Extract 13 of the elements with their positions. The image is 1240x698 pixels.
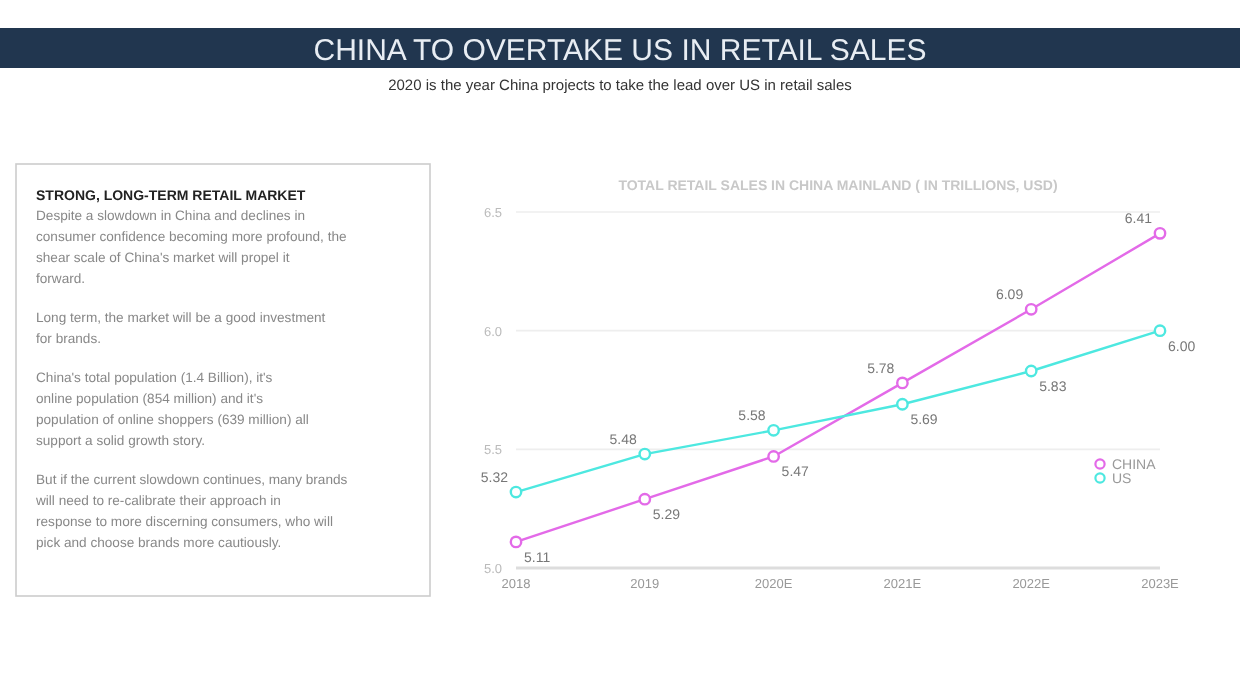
point (638, 492, 652, 506)
point (1153, 324, 1167, 338)
point (509, 485, 523, 499)
point (767, 423, 780, 437)
point (509, 535, 523, 549)
point (896, 376, 909, 390)
point (1153, 226, 1167, 240)
point (896, 397, 909, 411)
point (1024, 364, 1038, 378)
point (1024, 302, 1038, 316)
chart-title: CHINA TO OVERTAKE US IN RETAIL SALES (313, 34, 927, 68)
point (767, 450, 780, 463)
point (638, 447, 652, 461)
